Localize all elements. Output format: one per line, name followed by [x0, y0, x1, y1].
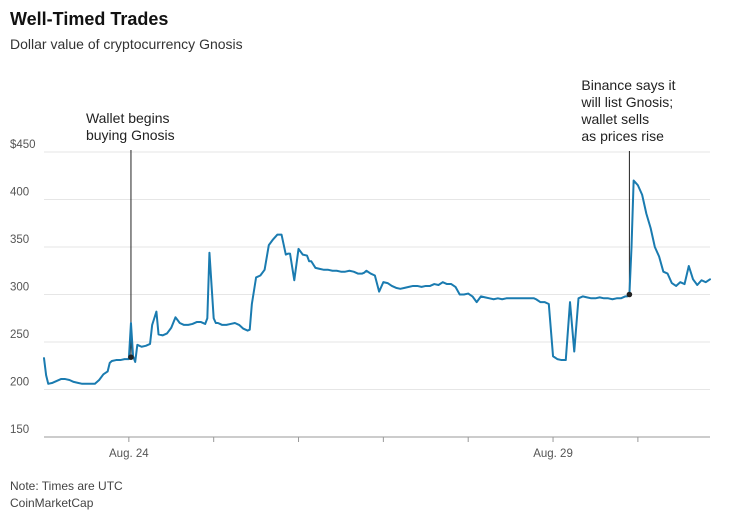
y-tick-label: 150	[10, 424, 29, 436]
marker-layer	[128, 291, 633, 361]
annotation-text-line: Binance says it	[581, 77, 675, 93]
annotation-marker-dot	[128, 354, 134, 361]
series-layer	[43, 179, 711, 385]
y-tick-label: 250	[10, 329, 29, 341]
grid-layer	[44, 151, 710, 438]
series-line-gnosis-price	[43, 179, 711, 385]
y-tick-label: 350	[10, 234, 29, 246]
y-tick-label: 200	[10, 377, 29, 389]
x-tick-label: Aug. 29	[533, 448, 573, 460]
y-tick-label: 400	[10, 187, 29, 199]
x-tick-label: Aug. 24	[109, 448, 149, 460]
footer-source: CoinMarketCap	[10, 496, 94, 510]
chart-subtitle: Dollar value of cryptocurrency Gnosis	[10, 36, 243, 52]
annotation-text-line: Wallet begins	[86, 110, 170, 126]
y-tick-label: $450	[10, 139, 36, 151]
axis-layer: $450 400 350 300 250 200 150 Aug. 24 Aug. 29	[10, 139, 710, 460]
annotation-marker-dot	[626, 291, 633, 298]
chart-title: Well-Timed Trades	[10, 9, 169, 29]
y-tick-label: 300	[10, 282, 29, 294]
annotation-text-line: buying Gnosis	[86, 127, 175, 143]
annotation-text-line: will list Gnosis;	[580, 94, 673, 110]
annotation-text-line: wallet sells	[580, 111, 649, 127]
footer-note: Note: Times are UTC	[10, 479, 123, 493]
annotation-text-line: as prices rise	[581, 128, 664, 144]
